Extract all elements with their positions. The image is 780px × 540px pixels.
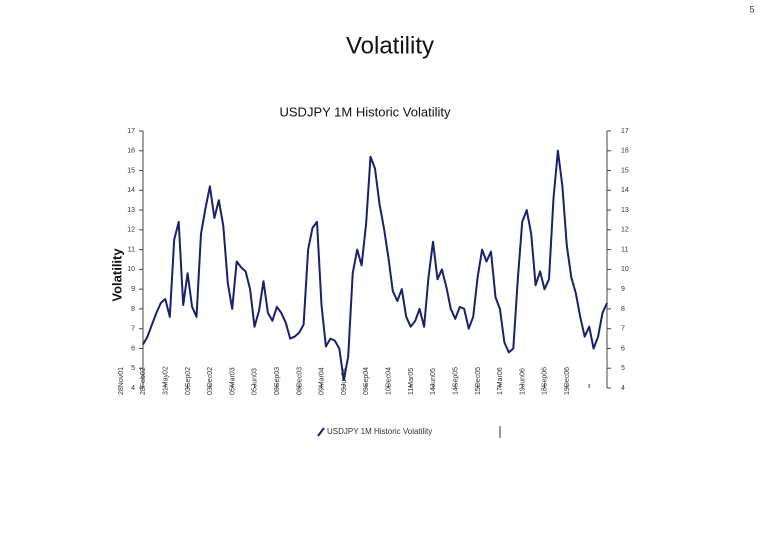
- y-axis-label: Volatility: [109, 248, 124, 302]
- y2-tick-label: 6: [621, 345, 625, 352]
- x-tick-label: 17Mar06: [497, 367, 504, 395]
- x-tick-label: 11Mar05: [408, 368, 415, 395]
- y2-tick-label: 17: [621, 128, 629, 135]
- x-tick-label: 09Sep04: [363, 367, 370, 395]
- page-number: 5: [749, 4, 754, 14]
- y-tick-label: 13: [127, 207, 135, 214]
- x-tick-label: 18Sep06: [542, 367, 549, 395]
- y-tick-label: 5: [131, 365, 135, 372]
- chart-title: USDJPY 1M Historic Volatility: [280, 104, 451, 119]
- x-tick-label: 03Dec02: [207, 367, 214, 395]
- x-tick-label: 15Dec05: [475, 367, 482, 395]
- y2-tick-label: 7: [621, 326, 625, 333]
- x-tick-label: 05Mar03: [229, 367, 236, 395]
- x-tick-label: 10Dec04: [386, 367, 393, 395]
- x-tick-label: 19Dec06: [564, 367, 571, 395]
- y-tick-label: 14: [127, 187, 135, 194]
- x-tick-label: 08Dec03: [296, 367, 303, 395]
- legend-swatch: [317, 427, 325, 437]
- y2-tick-label: 13: [621, 207, 629, 214]
- x-tick-label: 14Jun05: [430, 368, 437, 395]
- x-tick-label: 03Sep02: [185, 367, 192, 395]
- y-tick-label: 8: [131, 306, 135, 313]
- y-tick-label: 16: [127, 148, 135, 155]
- x-tick-label: 08Sep03: [274, 367, 281, 395]
- y-tick-label: 17: [127, 128, 135, 135]
- y2-tick-label: 14: [621, 187, 629, 194]
- x-tick-label: 28Nov01: [118, 367, 125, 395]
- x-tick-label: 09Mar04: [319, 367, 326, 395]
- y-tick-label: 6: [131, 345, 135, 352]
- x-tick-label: 31May02: [162, 366, 169, 395]
- y2-tick-label: 11: [621, 246, 628, 253]
- y2-tick-label: 15: [621, 167, 629, 174]
- y-tick-label: 9: [131, 286, 135, 293]
- y-tick-label: 10: [127, 266, 135, 273]
- data-line: [142, 149, 608, 382]
- y-tick-label: 7: [131, 326, 135, 333]
- x-tick-label: 19Jun06: [519, 368, 526, 395]
- x-tick-label: 09Jun04: [341, 368, 348, 395]
- x-tick-label: 14Sep05: [452, 367, 459, 395]
- y-tick-label: 4: [131, 385, 135, 392]
- y2-tick-label: 5: [621, 365, 625, 372]
- y2-tick-label: 10: [621, 266, 629, 273]
- y-tick-label: 15: [127, 167, 135, 174]
- legend-label: USDJPY 1M Historic Volatility: [327, 427, 432, 436]
- y-tick-label: 12: [127, 227, 135, 234]
- x-tick-label: 05Jun03: [252, 368, 259, 395]
- y2-tick-label: 9: [621, 286, 625, 293]
- y2-tick-label: 8: [621, 306, 625, 313]
- y2-tick-label: 16: [621, 148, 629, 155]
- y2-tick-label: 4: [621, 385, 625, 392]
- slide-heading: Volatility: [346, 32, 434, 59]
- x-tick-label: 28Feb02: [140, 367, 147, 395]
- y2-tick-label: 12: [621, 227, 629, 234]
- y-tick-label: 11: [128, 246, 135, 253]
